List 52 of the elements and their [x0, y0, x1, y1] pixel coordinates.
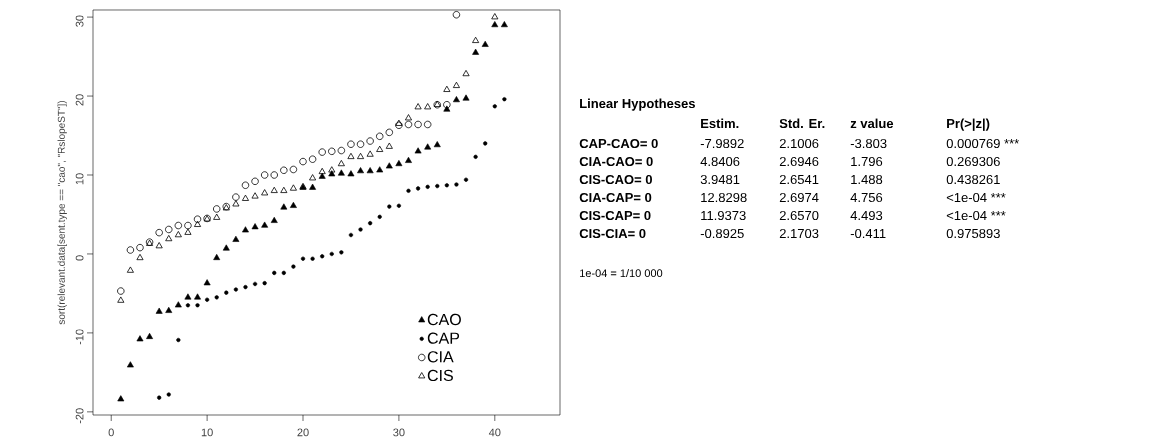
x-tick-label: 40 — [488, 428, 501, 437]
y-tick-label: 0 — [75, 255, 84, 261]
text: -3.803 — [850, 138, 887, 149]
text: 0.269306 — [946, 156, 1000, 167]
legend-label: CAO — [427, 313, 461, 326]
text: Std. Er. — [779, 118, 825, 129]
text: 1e-04 = 1/10 000 — [580, 269, 663, 278]
text: 4.493 — [850, 210, 883, 221]
text: 2.6946 — [779, 156, 819, 167]
x-tick-label: 0 — [108, 428, 114, 437]
text: 1.488 — [851, 174, 883, 185]
y-tick-label: 10 — [75, 173, 84, 185]
legend-label: CAP — [427, 332, 460, 344]
text: CAP-CAO= 0 — [579, 138, 658, 149]
text: <1e-04 *** — [946, 192, 1006, 203]
text: 0.000769 *** — [946, 138, 1019, 149]
text: -0.8925 — [700, 228, 744, 239]
text: -7.9892 — [700, 138, 744, 149]
text: CIS-CAP= 0 — [579, 210, 651, 221]
text: z value — [850, 118, 894, 129]
x-tick-label: 10 — [201, 428, 213, 437]
text: CIA-CAP= 0 — [579, 192, 652, 203]
y-axis-title: sort(relevant.data[sent.type == "cao", "RslopeST"]) — [57, 100, 67, 325]
text: 2.1006 — [779, 138, 819, 149]
text: 2.1703 — [779, 228, 819, 239]
text: CIS-CAO= 0 — [579, 174, 652, 185]
y-tick-label: 30 — [75, 15, 84, 27]
text: 3.9481 — [700, 174, 740, 185]
y-tick-label: -10 — [75, 329, 84, 345]
x-tick-label: 20 — [297, 428, 309, 437]
legend-label: CIS — [427, 369, 453, 382]
text: 1.796 — [851, 156, 883, 167]
y-tick-label: 20 — [75, 94, 84, 106]
legend-label: CIA — [427, 351, 454, 363]
y-tick-label: -20 — [75, 408, 84, 424]
text: <1e-04 *** — [946, 210, 1006, 221]
x-tick-label: 30 — [393, 428, 405, 437]
text: Estim. — [701, 118, 739, 129]
text: -0.411 — [850, 228, 886, 239]
text: CIS-CIA= 0 — [579, 228, 646, 239]
text: 4.756 — [850, 192, 883, 203]
text: Pr(>|z|) — [947, 118, 990, 131]
text: 2.6570 — [779, 210, 819, 221]
text: 0.975893 — [946, 228, 1000, 239]
text: 2.6974 — [779, 192, 819, 203]
text: 0.438261 — [946, 174, 1000, 185]
text: 4.8406 — [700, 156, 740, 167]
text: Linear Hypotheses — [580, 98, 695, 111]
text: 11.9373 — [701, 210, 746, 221]
text: 2.6541 — [779, 174, 819, 185]
text: 12.8298 — [701, 192, 747, 203]
text: CIA-CAO= 0 — [579, 156, 653, 167]
